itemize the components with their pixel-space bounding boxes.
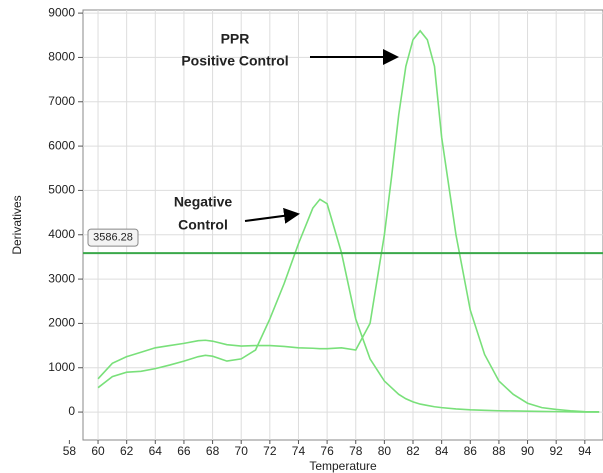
annotation: Positive Control bbox=[181, 53, 288, 69]
x-tick-label: 92 bbox=[550, 444, 564, 458]
x-tick-label: 72 bbox=[263, 444, 277, 458]
y-tick-label: 8000 bbox=[48, 50, 75, 64]
plot-area bbox=[82, 9, 603, 441]
x-tick-label: 88 bbox=[492, 444, 506, 458]
x-tick-label: 82 bbox=[406, 444, 420, 458]
line bbox=[97, 29, 600, 413]
x-tick-label: 84 bbox=[435, 444, 449, 458]
x-tick-label: 58 bbox=[63, 444, 77, 458]
y-tick-label: 0 bbox=[68, 404, 75, 418]
x-tick-label: 62 bbox=[120, 444, 134, 458]
x-tick-label: 78 bbox=[349, 444, 363, 458]
x-tick-label: 70 bbox=[235, 444, 249, 458]
x-tick-label: 74 bbox=[292, 444, 306, 458]
arrow bbox=[244, 207, 300, 224]
line bbox=[97, 198, 600, 413]
annotation: Negative bbox=[174, 194, 233, 210]
y-tick-label: 2000 bbox=[48, 316, 75, 330]
x-tick-label: 68 bbox=[206, 444, 220, 458]
threshold-label-box bbox=[87, 228, 139, 247]
x-tick-label: 60 bbox=[91, 444, 105, 458]
y-tick-label: 6000 bbox=[48, 138, 75, 152]
y-tick-label: 1000 bbox=[48, 360, 75, 374]
annotation: Control bbox=[178, 217, 228, 233]
x-tick-label: 80 bbox=[378, 444, 392, 458]
x-axis-title: Temperature bbox=[309, 459, 377, 473]
x-tick-label: 64 bbox=[149, 444, 163, 458]
threshold-label: 3586.28 bbox=[93, 231, 133, 243]
x-tick-label: 76 bbox=[320, 444, 334, 458]
y-tick-label: 9000 bbox=[48, 5, 75, 19]
y-tick-label: 4000 bbox=[48, 227, 75, 241]
y-tick-label: 7000 bbox=[48, 94, 75, 108]
x-tick-label: 86 bbox=[464, 444, 478, 458]
x-tick-label: 90 bbox=[521, 444, 535, 458]
x-tick-label: 66 bbox=[177, 444, 191, 458]
annotation: PPR bbox=[221, 31, 250, 47]
x-tick-label: 94 bbox=[578, 444, 592, 458]
y-tick-label: 3000 bbox=[48, 271, 75, 285]
y-axis-title: Derivatives bbox=[10, 195, 24, 254]
y-tick-label: 5000 bbox=[48, 183, 75, 197]
